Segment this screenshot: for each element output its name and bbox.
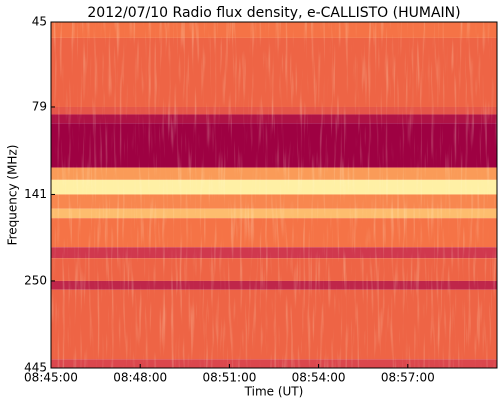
- x-tick-label: 08:48:00: [113, 371, 167, 385]
- plot-area: [51, 22, 497, 368]
- y-tick-label: 250: [24, 273, 47, 287]
- y-axis-label: Frequency (MHz): [6, 145, 20, 246]
- x-tick-label: 08:51:00: [202, 371, 256, 385]
- x-tick-label: 08:57:00: [381, 371, 435, 385]
- plot-frame: [50, 21, 498, 369]
- x-axis-label: Time (UT): [244, 385, 304, 399]
- x-tick-label: 08:54:00: [292, 371, 346, 385]
- x-tick-label: 08:45:00: [24, 371, 78, 385]
- y-tick-label: 141: [24, 187, 47, 201]
- y-tick-label: 45: [32, 15, 47, 29]
- chart-title: 2012/07/10 Radio flux density, e-CALLIST…: [87, 5, 460, 21]
- y-tick-label: 79: [32, 99, 47, 113]
- y-tick-label: 445: [24, 361, 47, 375]
- noise-texture: [51, 22, 497, 368]
